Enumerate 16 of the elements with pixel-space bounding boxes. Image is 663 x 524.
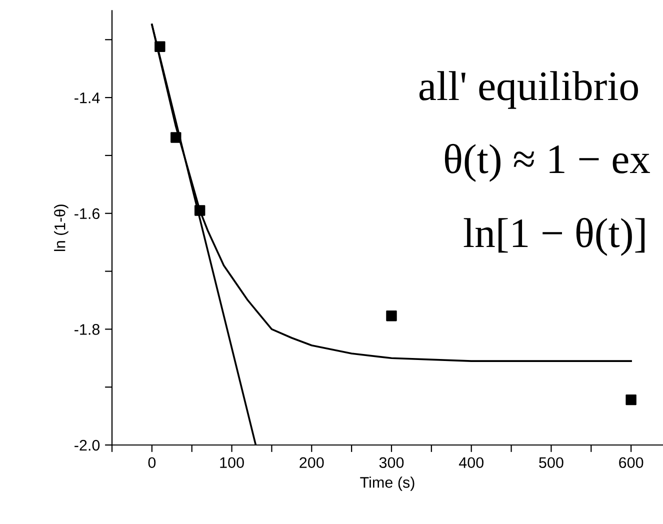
annotation: all' equilibrio: [419, 71, 638, 109]
y-tick-label: -2.0: [74, 440, 100, 451]
y-tick-label: -1.8: [74, 324, 100, 335]
y-tick-label: -1.4: [74, 92, 100, 104]
x-tick-label: 100: [220, 457, 244, 468]
y-tick-label: -1.6: [74, 208, 100, 220]
x-axis-title: Time (s): [360, 476, 414, 491]
annotation: θ(t) ≈ 1 − ex: [444, 144, 650, 182]
x-tick-label: 500: [539, 457, 564, 468]
x-tick-label: 200: [300, 457, 324, 468]
x-tick-label: 300: [379, 457, 404, 468]
x-tick-label: 600: [619, 457, 644, 468]
y-axis-title: ln (1-θ): [54, 204, 68, 252]
annotation: ln[1 − θ(t)]: [464, 218, 645, 256]
x-tick-label: 0: [148, 457, 156, 468]
x-tick-label: 400: [458, 457, 484, 468]
